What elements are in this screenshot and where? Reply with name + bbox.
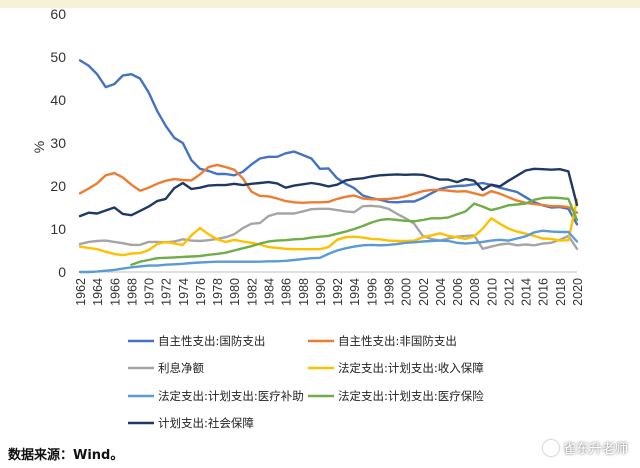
x-tick-label: 1962 [74,278,88,306]
legend-label-1: 自主性支出:国防支出 [158,334,265,348]
x-tick-label: 2006 [451,278,465,306]
x-tick-label: 1998 [382,278,396,306]
legend-label-4: 法定支出:计划支出:收入保障 [338,361,484,375]
data-source-note: 数据来源：Wind。 [8,448,124,463]
y-tick-label: 50 [50,49,66,65]
y-tick-label: 20 [50,178,66,194]
x-tick-label: 2002 [417,278,431,306]
x-tick-label: 1990 [314,278,328,306]
y-tick-label: 30 [50,135,66,151]
x-tick-label: 1978 [211,278,225,306]
x-tick-label: 2010 [485,278,499,306]
top-band [0,0,640,8]
watermark-text: 雀东升老师 [562,442,628,457]
x-tick-label: 1964 [91,278,105,306]
y-tick-label: 60 [50,6,66,22]
x-tick-label: 1974 [177,278,191,306]
x-tick-label: 2020 [571,278,585,306]
x-tick-label: 1968 [125,278,139,306]
y-tick-label: 0 [58,264,66,280]
y-axis: 0 10 20 30 40 50 60% [31,6,66,280]
series-line-6 [130,196,579,266]
x-tick-label: 1966 [108,278,122,306]
legend-label-7: 计划支出:社会保障 [158,416,254,430]
x-tick-label: 1982 [245,278,259,306]
x-tick-label: 2012 [502,278,516,306]
x-tick-label: 1976 [194,278,208,306]
x-tick-label: 1994 [348,278,362,306]
y-tick-label: 10 [50,221,66,237]
x-tick-label: 2004 [434,278,448,306]
legend-label-5: 法定支出:计划支出:医疗补助 [158,389,304,403]
x-tick-label: 2018 [554,278,568,306]
x-tick-label: 1988 [297,278,311,306]
series-line-4 [78,198,579,257]
series-line-7 [78,167,579,218]
x-tick-label: 2014 [520,278,534,306]
watermark-logo-icon [542,439,559,456]
series-line-1 [78,59,579,226]
x-tick-label: 1972 [160,278,174,306]
watermark: 雀东升老师 [542,438,628,457]
x-tick-label: 1986 [280,278,294,306]
legend-label-3: 利息净额 [158,361,204,375]
legend-label-2: 自主性支出:非国防支出 [338,334,457,348]
x-tick-label: 2000 [400,278,414,306]
series-line-3 [78,204,579,250]
plot-lines [78,59,579,274]
legend-label-6: 法定支出:计划支出:医疗保险 [338,389,484,403]
series-line-5 [78,229,579,274]
x-tick-label: 1984 [263,278,277,306]
x-tick-label: 1980 [228,278,242,306]
x-tick-label: 2008 [468,278,482,306]
x-axis: 1962 1964 1966 1968 1970 1972 1974 1976 1978 1980… [74,271,585,306]
x-tick-label: 1992 [331,278,345,306]
x-tick-label: 1970 [143,278,157,306]
series-line-2 [78,163,579,214]
y-axis-label: % [31,141,47,153]
x-tick-label: 1996 [365,278,379,306]
x-tick-label: 2016 [537,278,551,306]
y-tick-label: 40 [50,92,66,108]
